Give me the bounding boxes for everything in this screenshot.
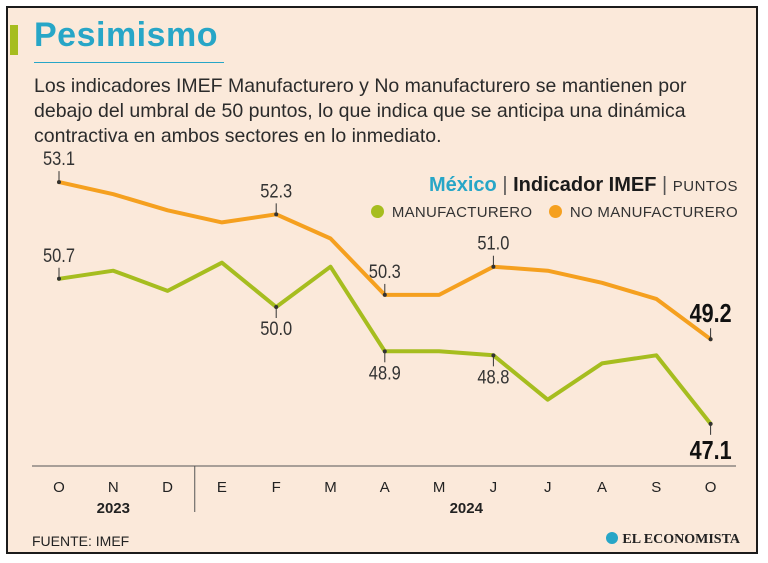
data-point-manufacturero-4 — [274, 305, 279, 309]
legend-label-no-manufacturero: NO MANUFACTURERO — [569, 204, 738, 221]
legend-item-no-manufacturero: NO MANUFACTURERO — [548, 204, 738, 221]
x-tick-label: A — [597, 479, 607, 496]
x-tick-label: D — [162, 479, 173, 496]
data-point-no-manufacturero-6 — [382, 292, 387, 297]
source-note: FUENTE: IMEF — [32, 533, 130, 549]
legend-dot-no-manufacturero-icon — [548, 205, 562, 218]
data-label-manufacturero-6: 48.9 — [369, 363, 401, 384]
data-label-manufacturero-12: 47.1 — [690, 435, 732, 465]
data-point-no-manufacturero-0 — [57, 180, 61, 185]
title-underline — [34, 62, 224, 63]
legend-indicator: Indicador IMEF — [513, 174, 657, 196]
page-title: Pesimismo — [34, 16, 219, 54]
brand-name: EL ECONOMISTA — [622, 532, 740, 547]
x-tick-label: S — [651, 479, 661, 496]
legend-dot-manufacturero-icon — [370, 205, 384, 218]
brand-logo: EL ECONOMISTA — [606, 532, 740, 548]
data-point-manufacturero-12 — [708, 421, 713, 426]
year-label-2024: 2024 — [450, 500, 484, 517]
legend-unit: PUNTOS — [672, 178, 738, 195]
data-label-manufacturero-8: 48.8 — [477, 367, 509, 388]
x-tick-label: M — [324, 479, 337, 496]
legend-separator: | — [662, 174, 668, 196]
data-point-no-manufacturero-12 — [708, 337, 713, 342]
x-tick-label: O — [705, 479, 717, 496]
data-point-manufacturero-6 — [382, 349, 387, 354]
x-tick-label: J — [544, 479, 552, 496]
data-label-manufacturero-4: 50.0 — [260, 319, 292, 340]
x-tick-label: F — [272, 479, 281, 496]
x-tick-label: J — [490, 479, 498, 496]
x-tick-label: N — [108, 479, 119, 496]
legend-item-manufacturero: MANUFACTURERO — [370, 204, 537, 221]
data-label-no-manufacturero-12: 49.2 — [690, 298, 732, 328]
series-line-no-manufacturero — [57, 180, 713, 342]
chart-legend: MANUFACTURERO NO MANUFACTURERO — [359, 204, 738, 221]
subtitle: Los indicadores IMEF Manufacturero y No … — [34, 75, 687, 147]
title-accent-bar — [10, 25, 18, 55]
x-tick-label: A — [380, 479, 390, 496]
x-tick-label: O — [53, 479, 65, 496]
brand-globe-icon — [606, 532, 619, 544]
data-label-no-manufacturero-8: 51.0 — [477, 234, 509, 255]
x-tick-label: E — [217, 479, 227, 496]
data-label-manufacturero-0: 50.7 — [43, 246, 75, 267]
x-tick-label: M — [433, 479, 446, 496]
chart-heading: México | Indicador IMEF | PUNTOS — [429, 174, 738, 197]
legend-separator: | — [502, 174, 508, 196]
data-point-no-manufacturero-8 — [491, 264, 496, 269]
legend-label-manufacturero: MANUFACTURERO — [391, 204, 533, 221]
data-point-manufacturero-0 — [57, 276, 61, 281]
legend-country: México — [428, 174, 497, 196]
year-label-2023: 2023 — [97, 500, 130, 517]
data-point-no-manufacturero-4 — [274, 212, 279, 217]
data-label-no-manufacturero-0: 53.1 — [43, 149, 75, 170]
data-point-manufacturero-8 — [491, 353, 496, 358]
data-label-no-manufacturero-6: 50.3 — [369, 262, 401, 283]
data-label-no-manufacturero-4: 52.3 — [260, 181, 292, 202]
infographic-card: Pesimismo Los indicadores IMEF Manufactu… — [6, 6, 758, 554]
